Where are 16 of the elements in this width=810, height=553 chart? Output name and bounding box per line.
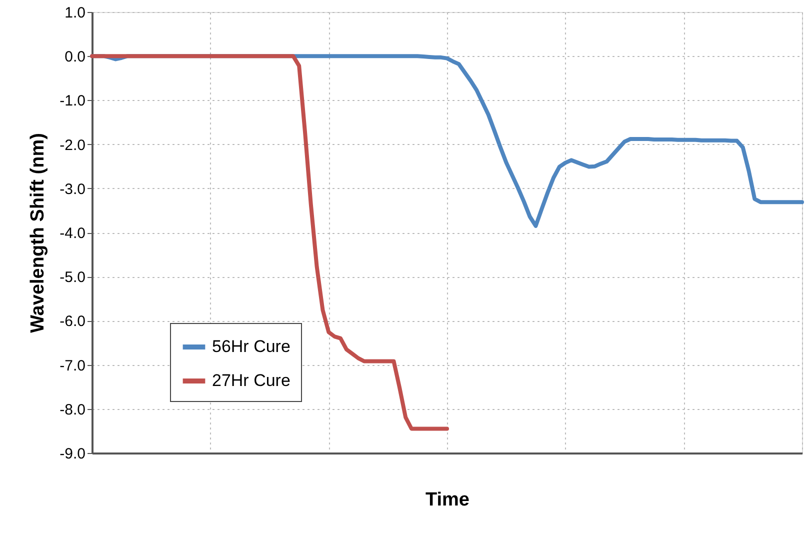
y-tick-label: -9.0 bbox=[60, 446, 86, 462]
y-tick-label: -4.0 bbox=[60, 225, 86, 242]
y-tick-label: -7.0 bbox=[60, 357, 86, 374]
x-axis-title: Time bbox=[425, 490, 470, 510]
y-tick-label: -8.0 bbox=[60, 401, 86, 418]
y-tick-label: 0.0 bbox=[64, 48, 86, 66]
y-tick-label: -1.0 bbox=[60, 92, 86, 110]
legend-label: 56Hr Cure bbox=[212, 337, 290, 356]
y-axis-title: Wavelength Shift (nm) bbox=[28, 133, 49, 333]
y-tick-label: -3.0 bbox=[60, 180, 86, 198]
y-tick-label: -6.0 bbox=[60, 313, 86, 330]
y-tick-label: 1.0 bbox=[64, 4, 86, 22]
legend-label: 27Hr Cure bbox=[212, 371, 290, 390]
line-series bbox=[90, 54, 449, 431]
y-tick-label: -2.0 bbox=[60, 136, 86, 154]
y-tick-label: -5.0 bbox=[60, 269, 86, 286]
